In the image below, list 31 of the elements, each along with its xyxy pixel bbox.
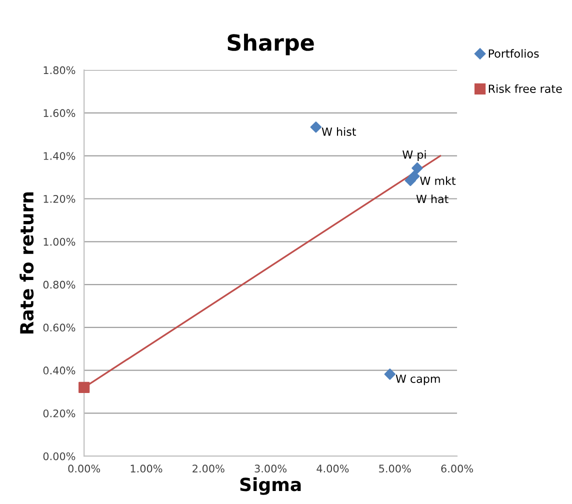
x-tick-label: 2.00% <box>192 464 224 473</box>
x-tick-label: 0.00% <box>68 464 100 473</box>
y-tick-label: 1.60% <box>44 109 76 118</box>
y-tick-label: 0.80% <box>43 280 76 289</box>
annotation: W capm <box>396 374 440 386</box>
y-tick-label: 1.80% <box>44 66 76 74</box>
legend-label: Risk free rate <box>488 84 562 93</box>
point <box>412 162 423 174</box>
chart-title: Sharpe <box>228 34 314 56</box>
y-tick-label: 0.60% <box>43 324 76 332</box>
y-axis-title: Rate fo return <box>20 192 34 334</box>
y-tick-label: 0.20% <box>43 409 76 418</box>
annotation: W hat <box>416 194 448 204</box>
point <box>384 368 396 380</box>
y-tick-label: 0.00% <box>43 452 76 460</box>
x-axis-title: Sigma <box>240 477 301 495</box>
x-tick-label: 4.00% <box>316 464 349 473</box>
y-tick-label: 0.40% <box>43 366 76 374</box>
y-tick-label: 1.00% <box>44 238 76 246</box>
point <box>78 382 90 394</box>
x-tick-label: 5.00% <box>379 464 411 473</box>
annotation: W pi <box>402 150 426 161</box>
x-tick-label: 1.00% <box>130 464 162 473</box>
x-tick-label: 3.00% <box>254 464 287 473</box>
x-tick-label: 6.00% <box>441 464 473 473</box>
point <box>310 122 322 133</box>
legend-label: Portfolios <box>488 49 539 58</box>
y-tick-label: 1.20% <box>44 194 76 203</box>
y-tick-label: 1.40% <box>44 152 76 160</box>
annotation: W hist <box>322 127 356 136</box>
annotation: W mkt <box>420 176 456 185</box>
